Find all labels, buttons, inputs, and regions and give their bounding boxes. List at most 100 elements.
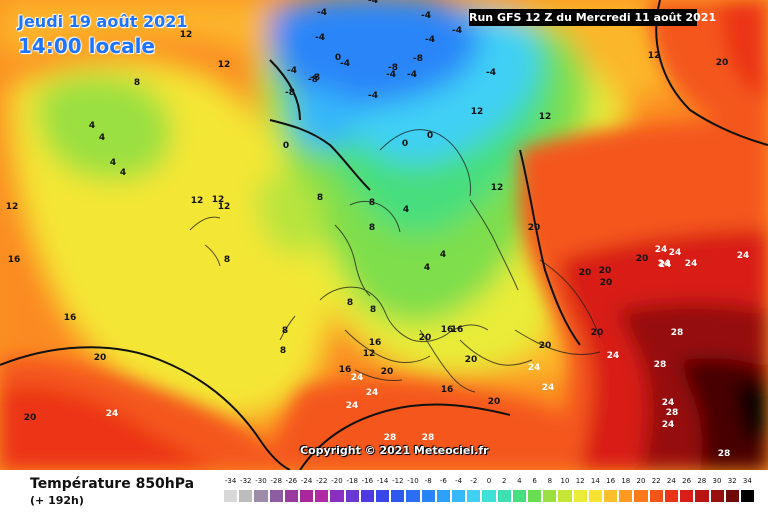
isotherm-label: 12 [218,60,231,70]
scale-swatch [405,489,421,503]
isotherm-label: 24 [106,409,119,419]
isotherm-label: 4 [89,121,95,131]
isotherm-label: 4 [120,168,126,178]
isotherm-label: 28 [666,408,679,418]
scale-label: 26 [682,477,692,485]
isotherm-label: -4 [421,11,431,21]
scale-label: 28 [697,477,707,485]
isotherm-label: 20 [381,367,394,377]
isotherm-label: 4 [110,158,116,168]
scale-swatch [572,489,588,503]
color-scale: -34 -32 -30 -28 -26 -24 -22 -20 -18 -16 -14 -12 -10-… [223,477,756,509]
isotherm-label: 20 [636,254,649,264]
scale-label: 32 [727,477,737,485]
isotherm-label: 16 [451,325,464,335]
scale-swatch [359,489,376,503]
isotherm-label: 0 [402,139,408,149]
isotherm-label: 8 [369,223,375,233]
isotherm-label: 20 [539,341,552,351]
scale-label: -26 [285,477,298,485]
scale-swatch [557,489,573,503]
isotherm-label: 20 [600,278,613,288]
forecast-date: Jeudi 19 août 2021 [18,12,188,31]
isotherm-label: 8 [280,346,286,356]
scale-label: 22 [651,477,661,485]
isotherm-label: 12 [191,196,204,206]
isotherm-label: -8 [310,73,320,83]
isotherm-label: 16 [441,385,454,395]
isotherm-label: 12 [218,202,231,212]
isotherm-label: -4 [317,8,327,18]
scale-swatch [648,489,664,503]
scale-label: -4 [455,477,463,485]
scale-label: -16 [361,477,374,485]
isotherm-label: 12 [6,202,19,212]
scale-label: -28 [270,477,282,485]
scale-swatch [527,489,543,503]
scale-swatch [679,489,695,503]
scale-swatch [435,489,452,503]
isotherm-label: 24 [685,259,698,269]
isotherm-label: 8 [370,305,376,315]
scale-swatch [694,489,710,503]
parameter-title: Température 850hPa [30,476,195,492]
isotherm-label: 0 [283,141,289,151]
scale-label: -2 [470,477,478,485]
scale-label: 4 [517,477,522,485]
isotherm-label: 28 [671,328,684,338]
scale-label: -10 [407,477,419,485]
scale-swatch [542,489,558,503]
scale-swatch [283,489,300,503]
scale-label: 34 [742,477,752,485]
temperature-map: -8-4-8-4-4-4-8-4 -8-8-40-4-4-4-4-40-40044… [0,0,768,470]
isotherm-label: 12 [539,112,552,122]
scale-swatch [375,489,391,503]
scale-swatch [633,489,649,503]
isotherm-label: -8 [413,54,423,64]
isotherm-label: 20 [716,58,729,68]
isotherm-label: 12 [648,51,661,61]
model-run-info: Run GFS 12 Z du Mercredi 11 août 2021 [469,9,717,26]
isotherm-label: 16 [369,338,382,348]
scale-swatch [587,489,604,503]
isotherm-label: 16 [8,255,21,265]
isotherm-label: 12 [212,195,225,205]
scale-label: 2 [501,477,507,485]
scale-label: 20 [636,477,646,485]
isotherm-label: 12 [491,183,504,193]
scale-label: -22 [316,477,328,485]
isotherm-label: 20 [528,223,541,233]
isotherm-label: -4 [425,35,435,45]
isotherm-label: 20 [24,413,37,423]
scale-swatch [709,489,725,503]
isotherm-label: 8 [282,326,288,336]
scale-swatch [481,489,497,503]
isotherm-label: 4 [99,133,105,143]
isotherm-label: 20 [579,268,592,278]
scale-swatch [511,489,528,503]
scale-label: 18 [621,477,631,485]
isotherm-label: 20 [94,353,107,363]
isotherm-label: -4 [407,70,417,80]
isotherm-label: -4 [386,70,396,80]
scale-swatch [329,489,345,503]
scale-swatch [739,489,756,503]
isotherm-label: 28 [654,360,667,370]
scale-label: 10 [560,477,570,485]
isotherm-label: 32 [0,0,6,3]
isotherm-label: 28 [718,449,731,459]
isotherm-label: 24 [737,251,750,261]
warm-field [0,0,768,470]
scale-label: -30 [255,477,267,485]
scale-label: -32 [240,477,252,485]
isotherm-label: 20 [488,397,501,407]
isotherm-label: 16 [64,313,77,323]
isotherm-lines [0,0,768,470]
isotherm-label: 24 [669,248,682,258]
scale-swatch [344,489,360,503]
isotherm-label: 20 [599,266,612,276]
lead-time: (+ 192h) [30,494,84,507]
scale-label: -8 [424,477,432,485]
isotherm-label: 24 [351,373,364,383]
